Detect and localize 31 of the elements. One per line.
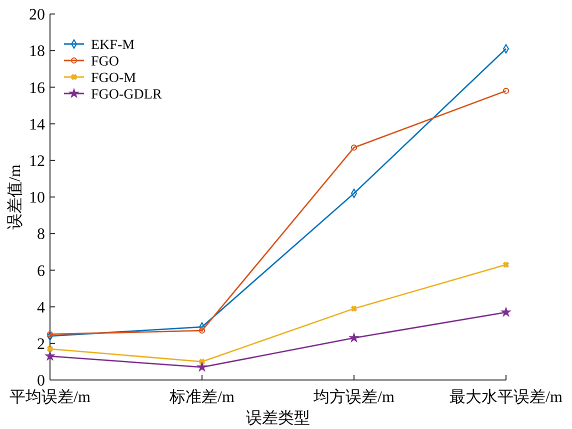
y-tick-label: 2 <box>37 336 45 353</box>
point <box>350 144 358 151</box>
y-tick-label: 12 <box>29 153 45 170</box>
x-tick-label: 最大水平误差/m <box>450 388 563 406</box>
legend-label: FGO-M <box>91 70 137 86</box>
y-tick-label: 8 <box>37 226 45 244</box>
point <box>502 308 510 316</box>
legend-label: FGO-GDLR <box>91 87 162 102</box>
y-tick-label: 10 <box>29 190 45 207</box>
point <box>46 352 54 360</box>
y-tick-label: 0 <box>37 372 45 390</box>
x-tick-label: 平均误差/m <box>10 388 91 406</box>
point <box>198 362 206 371</box>
y-tick-label: 4 <box>37 299 45 316</box>
point <box>350 333 358 342</box>
y-tick-label: 20 <box>29 6 45 24</box>
x-tick-label: 标准差/m <box>168 388 235 406</box>
point <box>47 346 53 352</box>
y-tick-label: 18 <box>29 43 45 60</box>
point <box>503 262 509 268</box>
y-tick-label: 16 <box>29 80 45 97</box>
y-axis-title: 误差值/m <box>6 164 24 230</box>
point <box>198 328 206 334</box>
x-axis-title: 误差类型 <box>246 409 310 427</box>
legend-label: FGO <box>91 54 120 70</box>
y-tick-label: 6 <box>37 262 45 280</box>
y-tick-label: 14 <box>29 116 45 134</box>
legend-label: EKF-M <box>91 38 136 53</box>
x-tick-label: 均方误差/m <box>312 388 395 406</box>
point <box>199 358 205 365</box>
point <box>351 306 357 312</box>
